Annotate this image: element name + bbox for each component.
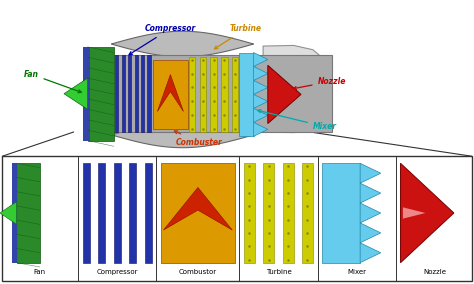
Polygon shape — [254, 122, 268, 136]
Text: Mixer: Mixer — [347, 270, 366, 275]
FancyBboxPatch shape — [221, 57, 228, 132]
Text: Fan: Fan — [24, 70, 82, 93]
Polygon shape — [268, 65, 301, 124]
FancyBboxPatch shape — [17, 163, 40, 263]
Polygon shape — [111, 31, 254, 57]
FancyBboxPatch shape — [322, 163, 360, 263]
FancyBboxPatch shape — [135, 55, 138, 132]
Polygon shape — [111, 122, 254, 148]
Polygon shape — [360, 203, 381, 223]
FancyBboxPatch shape — [153, 60, 188, 129]
FancyBboxPatch shape — [232, 57, 238, 132]
FancyBboxPatch shape — [88, 47, 114, 141]
FancyBboxPatch shape — [141, 55, 144, 132]
FancyBboxPatch shape — [115, 55, 118, 132]
Text: Compressor: Compressor — [129, 24, 196, 55]
FancyBboxPatch shape — [83, 163, 90, 263]
FancyBboxPatch shape — [189, 57, 195, 132]
FancyBboxPatch shape — [129, 163, 136, 263]
Polygon shape — [254, 66, 268, 80]
Text: Compressor: Compressor — [97, 270, 138, 275]
Polygon shape — [403, 207, 425, 219]
Text: Turbine: Turbine — [266, 270, 292, 275]
FancyBboxPatch shape — [99, 163, 105, 263]
FancyBboxPatch shape — [161, 163, 235, 263]
FancyBboxPatch shape — [128, 55, 131, 132]
Polygon shape — [254, 80, 268, 94]
Polygon shape — [254, 94, 268, 108]
FancyBboxPatch shape — [85, 55, 332, 132]
FancyBboxPatch shape — [264, 163, 274, 263]
FancyBboxPatch shape — [122, 55, 125, 132]
Polygon shape — [263, 45, 325, 133]
FancyBboxPatch shape — [145, 163, 152, 263]
FancyBboxPatch shape — [244, 163, 255, 263]
Text: Turbine: Turbine — [214, 24, 262, 49]
FancyBboxPatch shape — [239, 53, 254, 136]
Polygon shape — [360, 163, 381, 183]
Text: Combuster: Combuster — [174, 131, 222, 147]
Polygon shape — [360, 223, 381, 243]
Text: Fan: Fan — [33, 270, 46, 275]
Polygon shape — [0, 202, 17, 224]
Polygon shape — [64, 78, 88, 109]
Polygon shape — [254, 108, 268, 122]
FancyBboxPatch shape — [283, 163, 293, 263]
FancyBboxPatch shape — [114, 163, 121, 263]
FancyBboxPatch shape — [200, 57, 206, 132]
Polygon shape — [164, 187, 232, 230]
Polygon shape — [360, 243, 381, 263]
Polygon shape — [401, 163, 454, 263]
Polygon shape — [360, 183, 381, 203]
FancyBboxPatch shape — [210, 57, 217, 132]
FancyBboxPatch shape — [83, 47, 90, 141]
FancyBboxPatch shape — [302, 163, 313, 263]
Text: Nozzle: Nozzle — [424, 270, 447, 275]
FancyBboxPatch shape — [2, 156, 472, 281]
FancyBboxPatch shape — [147, 55, 151, 132]
Text: Nozzle: Nozzle — [293, 77, 346, 89]
Polygon shape — [254, 53, 268, 66]
FancyBboxPatch shape — [12, 163, 17, 263]
Polygon shape — [157, 74, 183, 112]
Text: Mixer: Mixer — [258, 110, 337, 131]
Text: Combustor: Combustor — [179, 270, 217, 275]
